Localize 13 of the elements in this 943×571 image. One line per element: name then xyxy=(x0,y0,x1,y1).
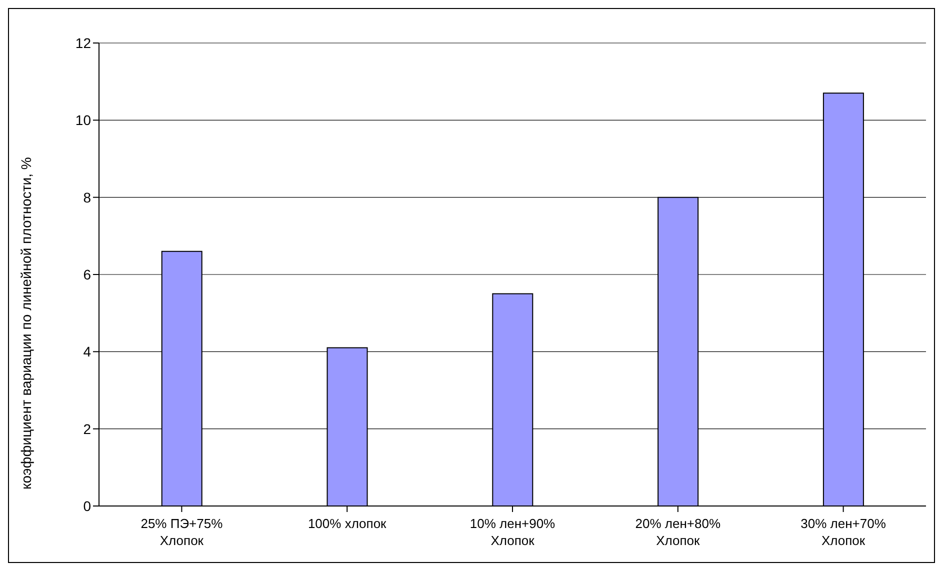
y-tick-label: 10 xyxy=(75,112,92,128)
x-tick-label: 25% ПЭ+75% Хлопок xyxy=(140,516,224,548)
x-tick-label: 20% лен+80% Хлопок xyxy=(635,516,721,548)
y-tick-label: 4 xyxy=(83,344,92,360)
x-tick-label: 10% лен+90% Хлопок xyxy=(470,516,556,548)
y-tick-label: 12 xyxy=(75,34,92,51)
x-tick-label: 30% лен+70% Хлопок xyxy=(800,516,886,548)
y-tick-label: 2 xyxy=(83,420,92,437)
y-tick-label: 0 xyxy=(83,498,92,514)
y-tick-label: 6 xyxy=(83,266,92,282)
y-axis-title: коэффициент вариации по линейной плотности, % xyxy=(18,157,34,490)
x-tick-label: 100% хлопок xyxy=(308,516,387,531)
y-tick-label: 8 xyxy=(83,189,92,206)
